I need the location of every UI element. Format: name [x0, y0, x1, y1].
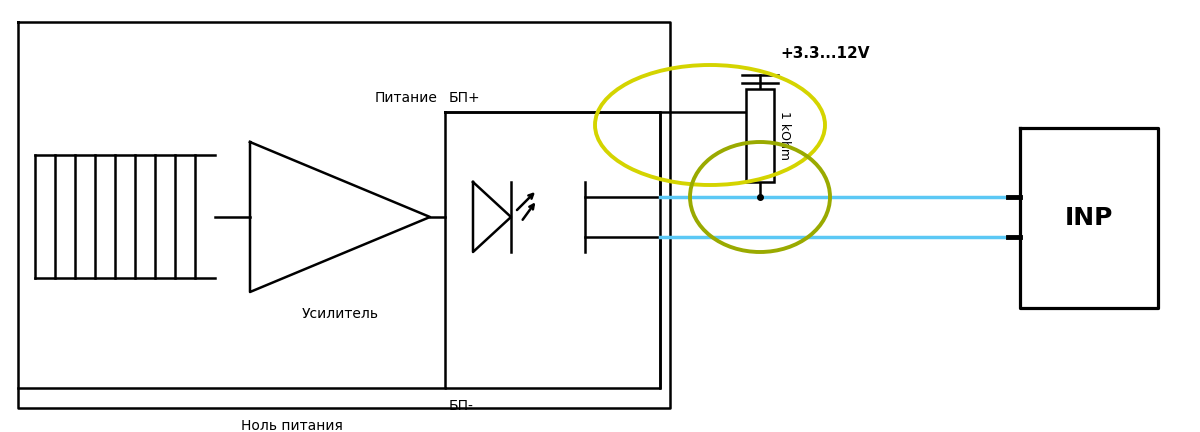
Text: Усилитель: Усилитель [301, 307, 378, 321]
Text: Питание: Питание [374, 91, 437, 105]
Text: +3.3...12V: +3.3...12V [780, 45, 870, 60]
Text: БП-: БП- [449, 399, 474, 413]
Text: 1 kOhm: 1 kOhm [778, 111, 791, 160]
Text: INP: INP [1064, 206, 1114, 230]
Text: Ноль питания: Ноль питания [240, 419, 342, 432]
Text: БП+: БП+ [449, 91, 481, 105]
Bar [746, 89, 774, 182]
